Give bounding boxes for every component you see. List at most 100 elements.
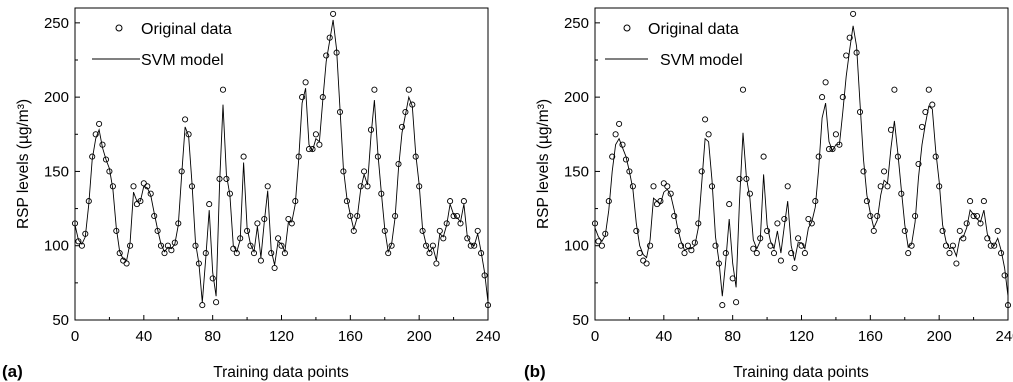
data-point-original [130, 183, 137, 190]
data-point-original [760, 153, 767, 160]
data-point-original [309, 146, 316, 153]
data-point-original [781, 215, 788, 223]
data-point-original [602, 230, 609, 237]
data-point-original [774, 220, 781, 227]
data-point-original [299, 94, 306, 101]
data-point-original [719, 302, 726, 309]
data-point-original [316, 141, 323, 148]
data-point-original [908, 242, 915, 249]
data-point-original [185, 131, 192, 138]
data-point-original [175, 220, 182, 227]
data-point-original [484, 302, 492, 309]
data-point-original [788, 250, 795, 257]
data-point-original [154, 227, 161, 234]
data-point-original [240, 153, 247, 160]
data-point-original [729, 275, 736, 282]
x-tick-label: 0 [591, 328, 599, 345]
data-point-original [102, 156, 110, 163]
data-point-original [99, 141, 106, 148]
data-point-original [350, 227, 357, 234]
data-point-original [436, 227, 443, 234]
data-point-original [140, 180, 147, 187]
data-point-original [247, 242, 254, 249]
y-tick-label: 200 [44, 89, 69, 106]
data-point-original [388, 242, 395, 249]
data-point-original [695, 220, 702, 227]
x-tick-label: 120 [789, 328, 814, 345]
panel-label: (b) [524, 362, 546, 381]
data-point-original [340, 168, 347, 175]
data-point-original [753, 250, 760, 257]
x-tick-label: 40 [655, 328, 672, 345]
x-tick-label: 160 [858, 328, 883, 345]
data-point-original [433, 260, 440, 267]
plot-frame [594, 7, 1009, 321]
data-point-original [942, 242, 950, 249]
data-point-original [612, 131, 619, 138]
data-point-original [364, 183, 371, 190]
data-point-original [426, 250, 433, 257]
data-point-original [278, 242, 285, 249]
data-point-original [626, 168, 633, 175]
y-tick-label: 100 [44, 238, 69, 255]
data-point-original [970, 212, 977, 220]
data-point-original [643, 260, 650, 267]
data-point-original [378, 190, 385, 197]
data-point-original [836, 141, 843, 148]
data-point-original [867, 212, 874, 220]
data-point-original [939, 227, 946, 234]
y-tick-label: 50 [572, 312, 589, 329]
data-point-original [302, 79, 309, 86]
data-point-original [746, 190, 753, 197]
data-point-original [474, 227, 481, 234]
data-point-original [987, 242, 994, 249]
data-point-original [78, 242, 85, 249]
data-point-original [647, 242, 654, 249]
data-point-original [918, 123, 926, 130]
data-point-original [722, 250, 729, 257]
data-point-original [605, 198, 612, 205]
panel-label: (a) [2, 362, 23, 381]
data-point-original [819, 94, 826, 101]
data-point-original [133, 201, 140, 208]
data-point-original [691, 239, 698, 246]
data-point-original [812, 198, 819, 205]
data-point-original [409, 101, 416, 108]
data-point-original [677, 242, 685, 249]
data-point-original [887, 126, 895, 133]
data-point-original [856, 108, 864, 116]
data-point-original [963, 220, 970, 227]
data-point-original [281, 250, 288, 257]
data-point-original [319, 94, 326, 101]
data-point-original [460, 198, 467, 205]
data-point-original [416, 183, 423, 190]
data-point-original [223, 175, 230, 182]
data-point-original [481, 272, 488, 279]
data-point-original [801, 250, 808, 257]
data-point-original [357, 183, 364, 190]
data-point-original [92, 131, 99, 138]
y-axis-label: RSP levels (µg/m³) [15, 99, 32, 229]
data-point-original [839, 94, 846, 101]
data-point-original [874, 212, 881, 220]
data-point-original [1001, 272, 1008, 279]
data-point-original [343, 198, 350, 205]
y-tick-label: 50 [52, 312, 69, 329]
data-point-original [402, 108, 409, 116]
data-point-original [705, 131, 712, 138]
y-axis-label: RSP levels (µg/m³) [535, 99, 552, 229]
data-point-original [653, 201, 661, 208]
plot-area: 0 40 80 120 160 200 240 50 100 150 200 250 [44, 10, 501, 345]
data-point-original [164, 242, 171, 249]
data-point-original [305, 146, 313, 153]
legend-label-svm-model: SVM model [660, 52, 743, 69]
data-point-original [764, 227, 771, 234]
data-point-original [891, 86, 898, 93]
plot-area: 0 40 80 120 160 200 240 50 100 150 200 250 [564, 10, 1013, 345]
data-point-original [739, 86, 747, 93]
data-point-original [106, 168, 113, 175]
data-point-original [846, 34, 853, 41]
data-point-original [770, 250, 778, 257]
legend: Original data SVM model [605, 21, 743, 69]
